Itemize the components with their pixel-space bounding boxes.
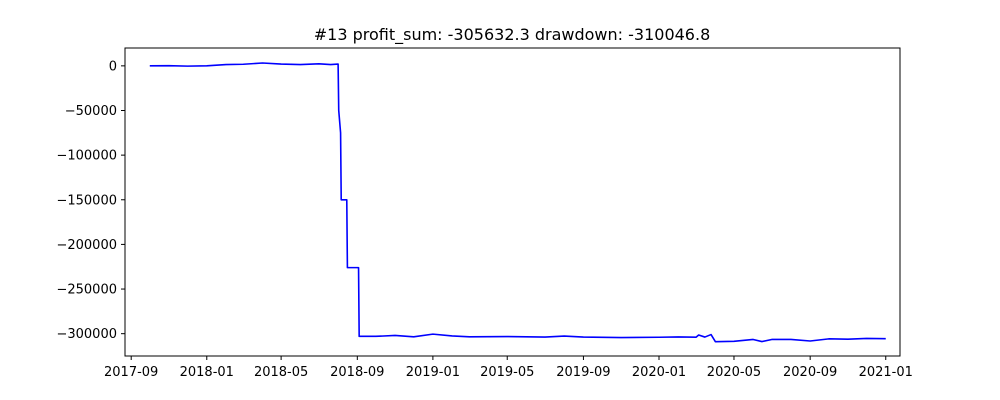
- x-tick-label: 2019-05: [480, 365, 534, 380]
- plot-frame: [124, 47, 901, 357]
- chart-title: #13 profit_sum: -305632.3 drawdown: -310…: [314, 25, 711, 45]
- x-tick-label: 2018-05: [254, 365, 308, 380]
- x-tick-label: 2020-09: [783, 365, 837, 380]
- x-tick-label: 2018-01: [180, 365, 234, 380]
- y-tick-label: 0: [109, 59, 117, 74]
- x-tick-label: 2018-09: [330, 365, 384, 380]
- y-tick-label: −100000: [56, 149, 117, 164]
- x-tick-label: 2017-09: [104, 365, 158, 380]
- x-tick-label: 2019-09: [556, 365, 610, 380]
- x-tick-label: 2019-01: [406, 365, 460, 380]
- y-tick-label: −250000: [56, 283, 117, 298]
- y-tick-label: −150000: [56, 193, 117, 208]
- plot-area: [149, 62, 886, 343]
- y-axis: 0 −50000 −100000 −150000 −200000 −250000 −3000…: [56, 59, 125, 342]
- series-line-0: [149, 62, 886, 343]
- x-axis: 2017-09 2018-01 2018-05 2018-09 2019-01 2019-…: [104, 356, 913, 380]
- x-tick-label: 2020-01: [632, 365, 686, 380]
- y-tick-label: −50000: [65, 104, 117, 119]
- y-tick-label: −300000: [56, 327, 117, 342]
- x-tick-label: 2021-01: [859, 365, 913, 380]
- x-tick-label: 2020-05: [707, 365, 761, 380]
- y-tick-label: −200000: [56, 238, 117, 253]
